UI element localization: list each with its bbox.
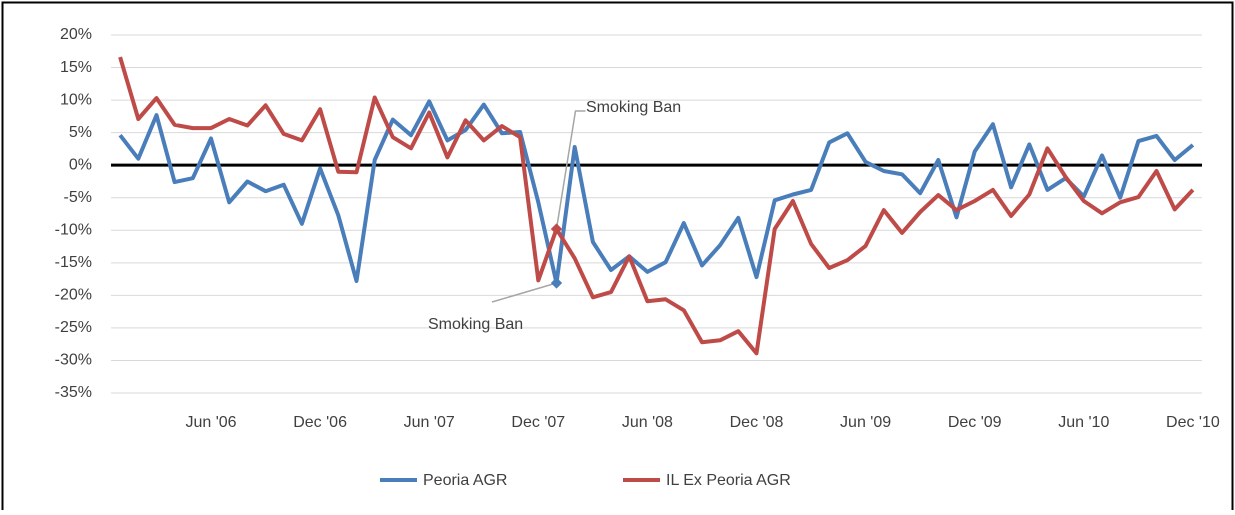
y-tick-label: 10% bbox=[60, 91, 92, 108]
series-line bbox=[118, 56, 1195, 356]
legend-label: IL Ex Peoria AGR bbox=[666, 472, 791, 489]
annotation-marker bbox=[550, 277, 563, 289]
annotation: Smoking Ban bbox=[586, 99, 681, 116]
y-tick-label: -20% bbox=[55, 287, 92, 304]
y-tick-label: -5% bbox=[64, 189, 92, 206]
x-tick-label: Dec '10 bbox=[1166, 414, 1220, 431]
y-tick-label: -10% bbox=[55, 221, 92, 238]
x-tick-label: Dec '08 bbox=[730, 414, 784, 431]
x-tick-label: Jun '09 bbox=[840, 414, 891, 431]
x-tick-label: Dec '07 bbox=[511, 414, 565, 431]
legend-label: Peoria AGR bbox=[423, 472, 507, 489]
series-line bbox=[118, 99, 1195, 285]
x-tick-label: Jun '06 bbox=[185, 414, 236, 431]
y-tick-label: 20% bbox=[60, 26, 92, 43]
y-tick-label: -15% bbox=[55, 254, 92, 271]
y-tick-label: 0% bbox=[69, 156, 92, 173]
y-tick-label: -30% bbox=[55, 352, 92, 369]
x-tick-label: Dec '06 bbox=[293, 414, 347, 431]
x-tick-label: Jun '10 bbox=[1058, 414, 1109, 431]
y-tick-label: 5% bbox=[69, 124, 92, 141]
x-tick-label: Jun '07 bbox=[404, 414, 455, 431]
y-tick-label: 15% bbox=[60, 59, 92, 76]
x-tick-label: Jun '08 bbox=[622, 414, 673, 431]
y-tick-label: -25% bbox=[55, 319, 92, 336]
annotation-leader bbox=[555, 110, 586, 230]
annotation-leader bbox=[491, 282, 557, 303]
annotation: Smoking Ban bbox=[428, 316, 523, 333]
y-tick-label: -35% bbox=[55, 384, 92, 401]
x-tick-label: Dec '09 bbox=[948, 414, 1002, 431]
